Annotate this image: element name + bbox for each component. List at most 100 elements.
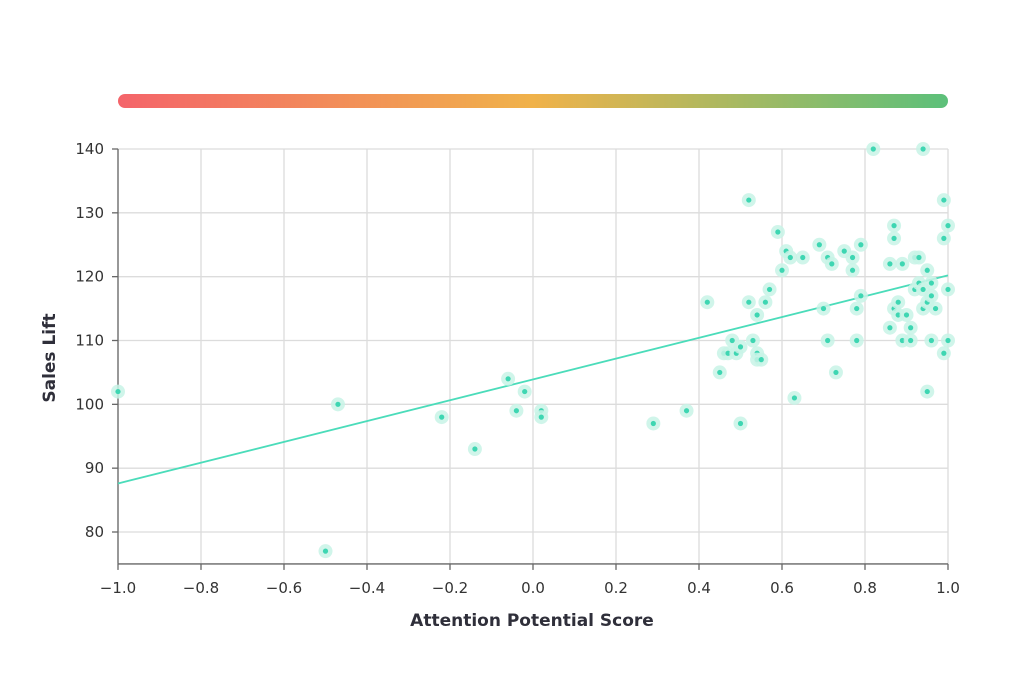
data-point[interactable]	[330, 397, 345, 412]
data-point[interactable]	[887, 231, 902, 246]
data-point[interactable]	[891, 295, 906, 310]
data-point[interactable]	[899, 307, 914, 322]
data-point[interactable]	[534, 410, 549, 425]
data-point[interactable]	[775, 263, 789, 278]
data-point[interactable]	[795, 250, 810, 265]
data-point[interactable]	[866, 142, 881, 156]
data-point[interactable]	[812, 237, 827, 252]
data-point[interactable]	[758, 295, 773, 310]
y-tick-label: 80	[85, 523, 104, 541]
data-point[interactable]	[903, 320, 918, 335]
data-point[interactable]	[941, 333, 955, 348]
data-point[interactable]	[111, 384, 125, 399]
data-point[interactable]	[646, 416, 661, 431]
data-point[interactable]	[501, 371, 516, 386]
data-point[interactable]	[754, 352, 769, 367]
data-point-dot	[941, 350, 947, 356]
tick-labels: −1.0 −0.8 −0.6 −0.4 −0.2 0.0 0.2 0.4 0.6 0.8 1.0 80…	[75, 140, 960, 597]
data-point-dot	[729, 337, 735, 344]
data-point[interactable]	[853, 237, 868, 252]
x-tick-label: 1.0	[936, 579, 960, 597]
data-point-dot	[849, 267, 856, 273]
data-point-dot	[920, 286, 926, 293]
data-point-dot	[908, 325, 914, 331]
data-point[interactable]	[770, 224, 785, 239]
data-point[interactable]	[887, 218, 902, 233]
data-point[interactable]	[882, 320, 897, 335]
data-point[interactable]	[895, 256, 910, 271]
data-point[interactable]	[936, 193, 951, 208]
data-point-dot	[538, 414, 544, 420]
data-point[interactable]	[920, 384, 935, 399]
x-tick-label: 0.8	[853, 579, 877, 597]
x-tick-label: 0.2	[604, 579, 628, 597]
data-point[interactable]	[820, 333, 835, 348]
data-point-dot	[746, 299, 752, 305]
data-point-dot	[858, 293, 864, 299]
y-tick-label: 140	[75, 140, 104, 158]
x-tick-label: −0.4	[349, 579, 385, 597]
data-point[interactable]	[783, 250, 798, 265]
data-point[interactable]	[845, 250, 860, 265]
data-point[interactable]	[920, 263, 935, 278]
data-point-dot	[472, 446, 478, 452]
data-point[interactable]	[517, 384, 532, 399]
data-point[interactable]	[845, 263, 860, 278]
data-point[interactable]	[828, 365, 843, 380]
data-point-dot	[924, 388, 930, 395]
data-point[interactable]	[750, 307, 765, 322]
data-point[interactable]	[434, 410, 449, 425]
data-point[interactable]	[509, 403, 524, 418]
data-point-dot	[941, 197, 947, 203]
x-tick-label: 0.0	[521, 579, 545, 597]
data-point[interactable]	[911, 250, 926, 265]
data-point-dot	[829, 261, 835, 267]
data-point-dot	[903, 312, 910, 318]
data-point[interactable]	[816, 301, 831, 316]
data-point[interactable]	[941, 282, 955, 297]
data-point[interactable]	[467, 442, 482, 457]
data-point[interactable]	[936, 231, 951, 246]
data-point[interactable]	[853, 288, 868, 303]
data-point[interactable]	[936, 346, 951, 361]
x-tick-label: −0.2	[432, 579, 468, 597]
data-point-dot	[758, 357, 764, 363]
data-point-dot	[322, 548, 329, 554]
trendline-group	[117, 274, 949, 485]
data-point[interactable]	[824, 256, 839, 271]
data-point[interactable]	[700, 295, 715, 310]
x-tick-label: 0.6	[770, 579, 794, 597]
data-point[interactable]	[733, 416, 748, 431]
data-point[interactable]	[924, 276, 939, 291]
data-point[interactable]	[849, 301, 864, 316]
data-point[interactable]	[787, 390, 802, 405]
data-point-dot	[932, 305, 939, 312]
data-point-dot	[787, 254, 793, 261]
data-point[interactable]	[924, 333, 939, 348]
data-point[interactable]	[882, 256, 897, 271]
data-point[interactable]	[741, 295, 756, 310]
data-point[interactable]	[849, 333, 864, 348]
data-point-dot	[717, 369, 723, 376]
data-point-dot	[825, 337, 831, 344]
data-point[interactable]	[741, 193, 756, 208]
x-tick-label: 0.4	[687, 579, 711, 597]
data-point[interactable]	[712, 365, 727, 380]
data-point-dot	[750, 337, 756, 344]
data-point-dot	[737, 420, 744, 427]
data-point[interactable]	[733, 339, 748, 354]
data-point[interactable]	[941, 218, 955, 233]
data-point[interactable]	[903, 333, 918, 348]
data-point-dot	[737, 344, 744, 350]
data-point[interactable]	[679, 403, 694, 418]
data-point[interactable]	[745, 333, 760, 348]
data-point[interactable]	[916, 142, 931, 156]
data-point-dot	[908, 337, 914, 344]
data-point-dot	[928, 337, 935, 344]
y-tick-label: 110	[75, 332, 104, 350]
data-point-dot	[945, 223, 951, 229]
data-point[interactable]	[928, 301, 943, 316]
data-point[interactable]	[762, 282, 777, 297]
data-point[interactable]	[924, 288, 939, 303]
data-point[interactable]	[318, 544, 333, 559]
